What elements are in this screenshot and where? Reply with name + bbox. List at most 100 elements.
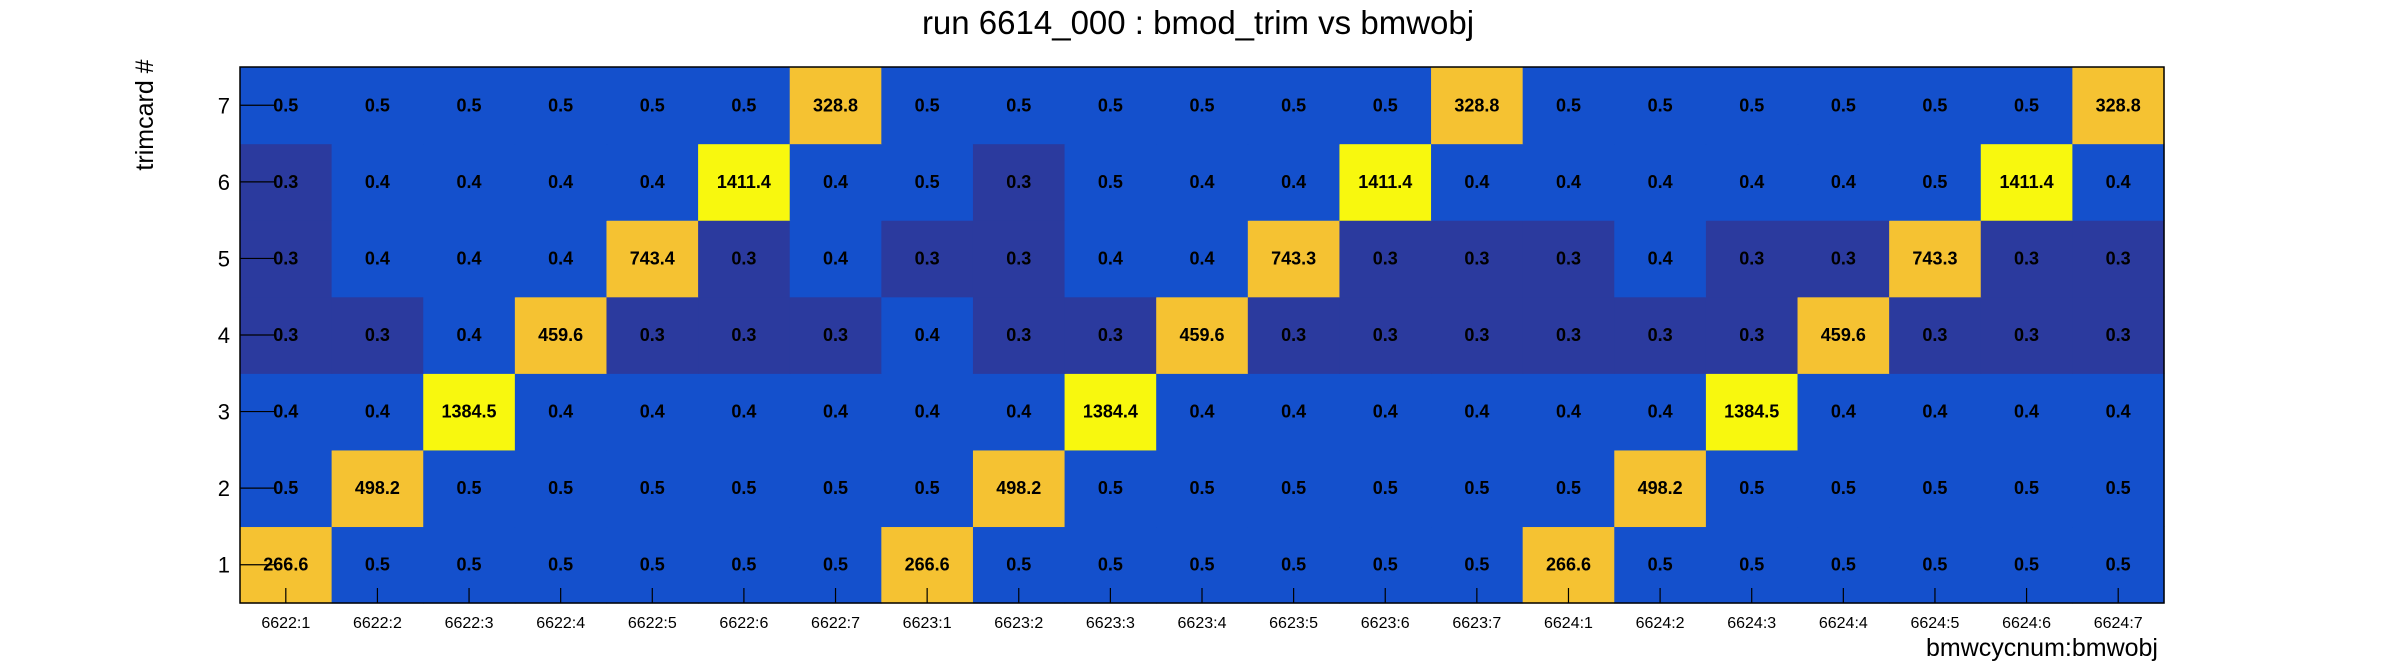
- cell-value-label: 328.8: [813, 95, 858, 115]
- x-tick-label: 6624:2: [1636, 615, 1685, 632]
- heatmap-cell: [881, 220, 974, 298]
- heatmap-cell: [1980, 296, 2073, 374]
- x-tick-label: 6622:6: [719, 615, 768, 632]
- heatmap-cell: [514, 143, 608, 221]
- cell-value-label: 0.5: [1098, 172, 1123, 192]
- heatmap-cell: [1522, 143, 1615, 221]
- y-axis-title: trimcard #: [131, 59, 159, 170]
- cell-value-label: 0.4: [1373, 402, 1398, 422]
- cell-value-label: 0.3: [1648, 325, 1673, 345]
- heatmap-cell: [1889, 373, 1982, 451]
- x-tick-label: 6622:3: [445, 615, 494, 632]
- heatmap-cell: [1064, 296, 1157, 374]
- heatmap-cell: [1705, 296, 1799, 374]
- cell-value-label: 0.4: [1281, 172, 1306, 192]
- cell-value-label: 0.5: [1006, 95, 1031, 115]
- x-axis-ticks: 6622:1 6622:2 6622:3 6622:4 6622:5 6622:6 6622…: [261, 588, 2143, 632]
- heatmap-cell: [881, 296, 974, 374]
- heatmap-cell: [2072, 373, 2165, 451]
- heatmap-cell: [423, 449, 516, 528]
- heatmap-cell: [1889, 449, 1982, 528]
- heatmap-cell: [1156, 449, 1249, 528]
- cell-value-label: 0.3: [365, 325, 390, 345]
- x-tick-label: 6624:7: [2094, 615, 2143, 632]
- heatmap-cell: [1064, 449, 1157, 528]
- heatmap-cell: [423, 67, 516, 145]
- cell-value-label: 0.4: [640, 402, 665, 422]
- heatmap-cell: [1064, 67, 1157, 145]
- heatmap-cell: [1431, 449, 1524, 528]
- cell-value-label: 0.3: [273, 172, 298, 192]
- cell-value-label: 0.5: [915, 95, 940, 115]
- heatmap-cell: [1247, 67, 1341, 145]
- cell-value-label: 0.4: [1281, 402, 1306, 422]
- heatmap-cell: [1614, 67, 1707, 145]
- cell-value-label: 0.3: [1556, 248, 1581, 268]
- heatmap-cell: [881, 449, 974, 528]
- heatmap-cell: [1064, 373, 1157, 451]
- heatmap-cell: [514, 67, 608, 145]
- cell-value-label: 0.5: [1831, 555, 1856, 575]
- cell-value-label: 0.4: [1831, 402, 1856, 422]
- heatmap-cell: [423, 143, 516, 221]
- cell-value-label: 0.5: [731, 95, 756, 115]
- heatmap-cell: [1156, 67, 1249, 145]
- heatmap-cell: [698, 67, 791, 145]
- cell-value-label: 328.8: [2096, 95, 2141, 115]
- heatmap-cell: [1522, 449, 1615, 528]
- cell-value-label: 0.5: [1281, 478, 1306, 498]
- heatmap-cell: [331, 220, 424, 298]
- cell-value-label: 0.5: [2014, 555, 2039, 575]
- x-tick-label: 6623:7: [1452, 615, 1501, 632]
- cell-value-label: 0.3: [1464, 248, 1489, 268]
- cell-value-label: 0.4: [2106, 402, 2131, 422]
- heatmap-cell: [1247, 296, 1341, 374]
- cell-value-label: 0.3: [2014, 248, 2039, 268]
- heatmap-cell: [2072, 143, 2165, 221]
- heatmap-cell: [1705, 143, 1799, 221]
- cell-value-label: 0.5: [640, 555, 665, 575]
- cell-value-label: 743.3: [1912, 248, 1957, 268]
- cell-value-label: 0.3: [1006, 325, 1031, 345]
- heatmap-cell: [1705, 220, 1799, 298]
- cell-value-label: 0.3: [1373, 325, 1398, 345]
- heatmap-cell: [698, 220, 791, 298]
- cell-value-label: 459.6: [538, 325, 583, 345]
- heatmap-cell: [1156, 373, 1249, 451]
- cell-value-label: 0.5: [548, 555, 573, 575]
- heatmap-cell: [2072, 67, 2165, 145]
- cell-value-label: 0.5: [1739, 555, 1764, 575]
- heatmap-cell: [1980, 67, 2073, 145]
- heatmap-cell: [1705, 373, 1799, 451]
- heatmap-cell: [1522, 220, 1615, 298]
- cell-value-label: 0.4: [273, 402, 298, 422]
- cell-value-label: 0.3: [1831, 248, 1856, 268]
- heatmap-cell: [606, 220, 699, 298]
- heatmap-cell: [789, 449, 882, 528]
- heatmap-cell: [1156, 296, 1249, 374]
- heatmap-cell: [881, 373, 974, 451]
- cell-value-label: 0.5: [731, 478, 756, 498]
- x-tick-label: 6622:5: [628, 615, 677, 632]
- cell-value-label: 0.5: [457, 555, 482, 575]
- heatmap-cell: [972, 67, 1066, 145]
- cell-value-label: 0.5: [731, 555, 756, 575]
- cell-value-label: 266.6: [1546, 555, 1591, 575]
- cell-value-label: 0.5: [457, 95, 482, 115]
- heatmap-cell: [606, 296, 699, 374]
- cell-value-label: 0.5: [1556, 478, 1581, 498]
- heatmap-cell: [1614, 143, 1707, 221]
- cell-value-label: 0.5: [2106, 478, 2131, 498]
- x-tick-label: 6622:4: [536, 615, 585, 632]
- cell-value-label: 0.4: [823, 402, 848, 422]
- heatmap-cell: [1980, 373, 2073, 451]
- heatmap-cell: [789, 143, 882, 221]
- cell-value-label: 1384.5: [1724, 402, 1779, 422]
- cell-value-label: 0.4: [548, 402, 573, 422]
- cell-value-label: 498.2: [1638, 478, 1683, 498]
- heatmap-cell: [514, 220, 608, 298]
- x-tick-label: 6623:5: [1269, 615, 1318, 632]
- cell-value-label: 0.4: [548, 172, 573, 192]
- cell-value-label: 0.3: [1556, 325, 1581, 345]
- heatmap-cell: [1339, 449, 1432, 528]
